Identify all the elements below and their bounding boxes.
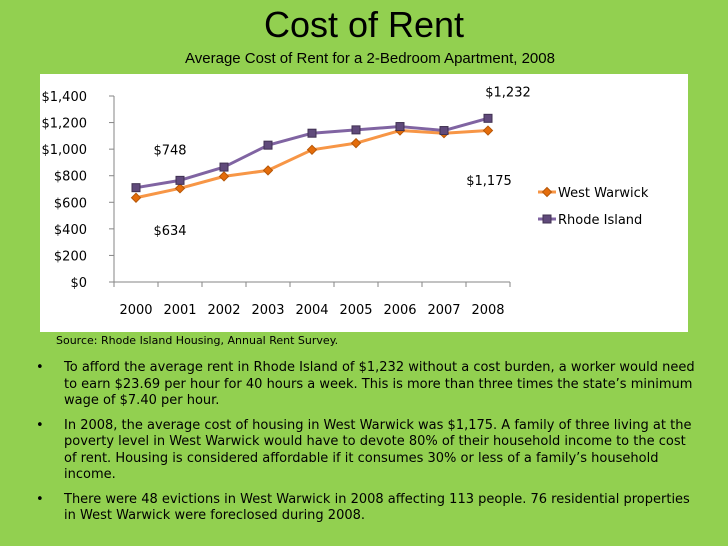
rent-line-chart: $0 $200 $400 $600 $800 $1,000 $1,200 $1,400 2000…: [42, 85, 649, 318]
y-tick-label: $600: [54, 196, 87, 211]
bullet-glyph: •: [36, 360, 44, 375]
chart-panel: $0 $200 $400 $600 $800 $1,000 $1,200 $1,400 2000…: [40, 74, 688, 332]
x-tick-label: 2008: [471, 303, 504, 318]
data-point-square: [219, 162, 229, 172]
data-point-square: [175, 175, 185, 185]
y-tick-label: $400: [54, 223, 87, 238]
data-point-square: [351, 125, 361, 135]
y-tick-label: $800: [54, 170, 87, 185]
bullet-item: • In 2008, the average cost of housing in…: [36, 418, 696, 484]
x-tick-label: 2003: [251, 303, 284, 318]
chart-subtitle: Average Cost of Rent for a 2-Bedroom Apa…: [185, 50, 555, 67]
legend-marker-diamond: [541, 186, 553, 198]
data-point-diamond: [306, 144, 318, 156]
data-point-diamond: [482, 125, 494, 136]
data-point-diamond: [350, 137, 362, 149]
bullet-text: There were 48 evictions in West Warwick …: [64, 491, 690, 524]
data-point-square: [131, 183, 141, 193]
legend-label: West Warwick: [558, 186, 649, 201]
chart-source: Source: Rhode Island Housing, Annual Ren…: [56, 334, 339, 347]
y-tick-label: $1,200: [42, 117, 88, 132]
data-point-diamond: [218, 171, 230, 182]
x-tick-label: 2000: [119, 303, 152, 318]
data-point-diamond: [262, 165, 274, 176]
x-tick-label: 2006: [383, 303, 416, 318]
data-point-square: [263, 140, 273, 150]
x-tick-label: 2004: [295, 303, 328, 318]
y-tick-label: $1,000: [42, 143, 88, 158]
data-point-square: [483, 113, 493, 123]
bullet-item: • There were 48 evictions in West Warwick…: [36, 492, 696, 525]
data-label: $1,232: [485, 85, 531, 100]
data-label: $1,175: [466, 174, 512, 189]
data-point-diamond: [174, 183, 186, 194]
x-tick-label: 2002: [207, 303, 240, 318]
x-tick-label: 2007: [427, 303, 460, 318]
page-title: Cost of Rent: [263, 4, 465, 45]
legend-marker-square: [542, 214, 552, 224]
series-line-west-warwick: [135, 129, 489, 200]
y-tick-label: $0: [70, 276, 87, 291]
data-label: $748: [153, 144, 186, 159]
data-point-square: [307, 128, 317, 138]
legend-label: Rhode Island: [558, 213, 642, 228]
bullet-text: To afford the average rent in Rhode Isla…: [64, 360, 695, 408]
data-point-square: [395, 122, 405, 132]
bullet-text: In 2008, the average cost of housing in …: [64, 417, 692, 483]
data-label: $634: [153, 224, 186, 239]
y-tick-label: $1,400: [42, 90, 88, 105]
bullet-item: • To afford the average rent in Rhode Isl…: [36, 360, 696, 410]
data-point-square: [439, 126, 449, 136]
x-tick-label: 2005: [339, 303, 372, 318]
bullet-glyph: •: [36, 491, 44, 507]
y-tick-label: $200: [54, 249, 87, 264]
data-point-diamond: [130, 192, 142, 203]
x-tick-label: 2001: [163, 303, 196, 318]
bullet-list: • To afford the average rent in Rhode Isl…: [36, 360, 696, 533]
bullet-glyph: •: [36, 417, 44, 433]
